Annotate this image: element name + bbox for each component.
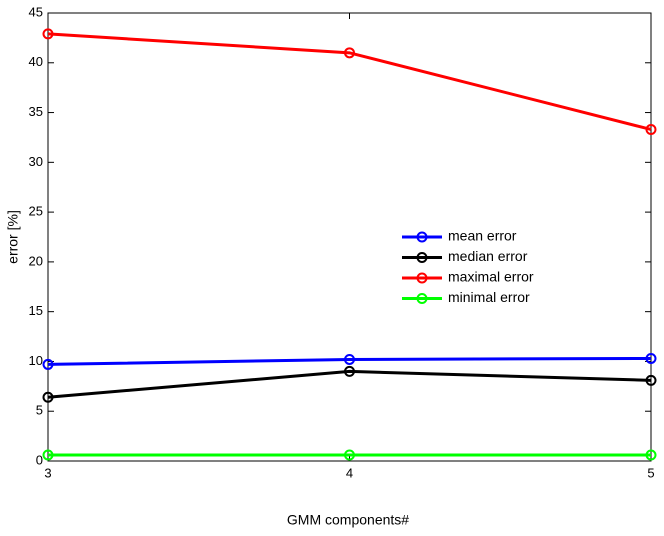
y-tick-label: 5 xyxy=(36,403,43,418)
y-tick-label: 0 xyxy=(36,452,43,467)
y-tick-label: 40 xyxy=(29,54,43,69)
legend-marker xyxy=(416,293,428,304)
y-tick-label: 25 xyxy=(29,204,43,219)
series-line xyxy=(47,369,652,399)
data-point xyxy=(645,352,657,364)
data-point xyxy=(344,449,355,461)
y-tick-label: 20 xyxy=(29,253,43,268)
x-tick-label: 5 xyxy=(647,465,654,480)
legend-marker xyxy=(416,231,428,243)
y-tick-label: 30 xyxy=(29,154,43,169)
x-tick-label: 3 xyxy=(44,465,51,480)
y-tick-label: 35 xyxy=(29,104,43,119)
x-tick-label: 4 xyxy=(346,465,353,480)
data-point xyxy=(645,449,657,461)
series-line xyxy=(47,356,652,366)
legend-marker xyxy=(416,272,428,284)
data-point xyxy=(344,365,355,377)
data-point xyxy=(344,353,355,365)
legend-label: maximal error xyxy=(448,269,534,285)
plot-area xyxy=(47,12,652,462)
y-tick-label: 45 xyxy=(29,4,43,19)
data-point xyxy=(645,374,657,386)
legend-label: mean error xyxy=(448,228,517,244)
y-axis-label: error [%] xyxy=(5,210,21,264)
y-tick-label: 10 xyxy=(29,353,43,368)
x-axis-label: GMM components# xyxy=(287,512,409,528)
legend-label: median error xyxy=(448,248,528,264)
data-point xyxy=(42,358,54,370)
y-tick-label: 15 xyxy=(29,303,43,318)
legend-marker xyxy=(416,252,428,263)
legend-label: minimal error xyxy=(448,289,530,305)
data-point xyxy=(42,28,54,40)
data-point xyxy=(42,391,54,403)
data-point xyxy=(344,47,355,59)
data-point xyxy=(42,449,54,461)
series-line xyxy=(47,32,652,131)
data-point xyxy=(645,123,657,135)
